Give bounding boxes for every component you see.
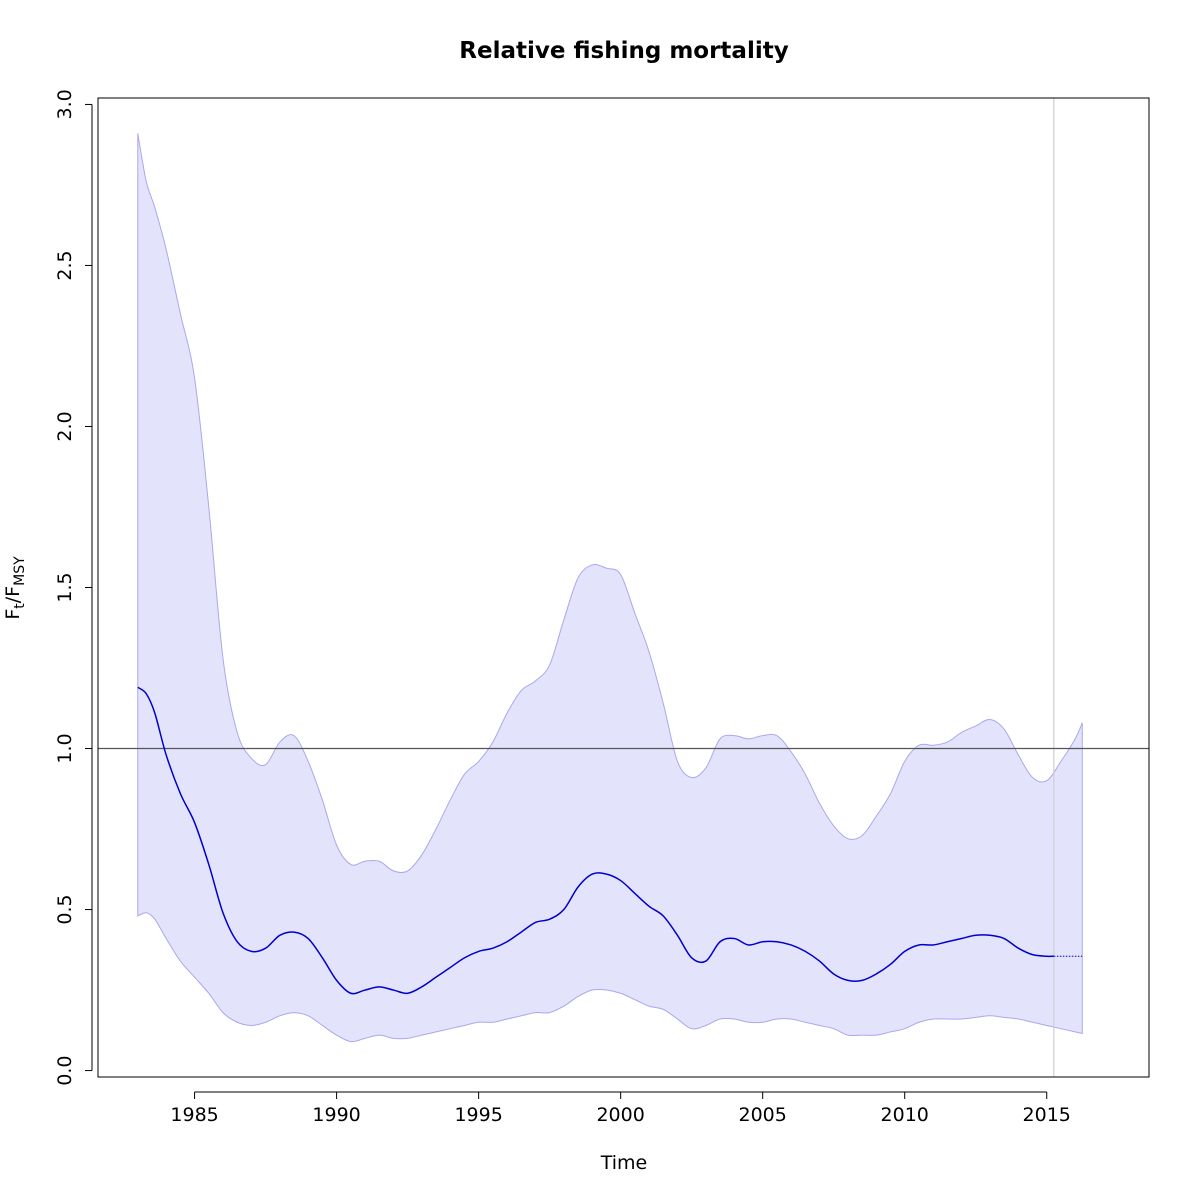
x-tick-label: 2000 (596, 1104, 644, 1126)
x-tick-label: 1990 (312, 1104, 360, 1126)
x-tick-label: 1995 (454, 1104, 502, 1126)
y-tick-label: 3.0 (54, 89, 76, 119)
estimate-line (137, 686, 1054, 995)
x-axis: 1985 1990 1995 2000 2005 2010 2015 (170, 1091, 1071, 1126)
y-tick-label: 1.5 (54, 572, 76, 602)
y-label-main: F (2, 609, 24, 620)
y-axis: 0.0 0.5 1.0 1.5 2.0 2.5 3.0 (54, 89, 93, 1086)
x-tick-label: 1985 (170, 1104, 218, 1126)
y-tick-label: 2.0 (54, 411, 76, 441)
plot-frame (97, 97, 1150, 1078)
x-tick-label: 2005 (739, 1104, 787, 1126)
y-tick-label: 0.0 (54, 1055, 76, 1085)
y-tick-label: 1.0 (54, 733, 76, 763)
chart-title: Relative fishing mortality (459, 38, 788, 64)
y-label-sub-msy: MSY (12, 556, 28, 586)
y-tick-label: 2.5 (54, 250, 76, 280)
x-axis-label: Time (600, 1152, 648, 1174)
y-label-sub-t: t (12, 603, 28, 609)
x-tick-label: 2015 (1023, 1104, 1071, 1126)
confidence-band (137, 133, 1083, 1043)
x-tick-label: 2010 (881, 1104, 929, 1126)
plot-area (98, 98, 1149, 1077)
y-label-sep: /F (2, 586, 24, 603)
y-tick-label: 0.5 (54, 894, 76, 924)
y-axis-label: Ft/FMSY (2, 556, 28, 620)
